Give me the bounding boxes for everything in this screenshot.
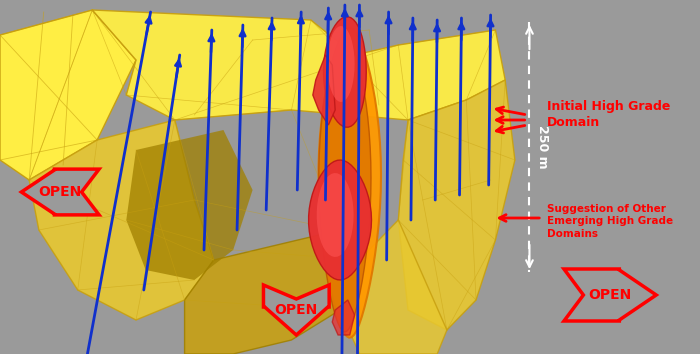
Polygon shape bbox=[340, 220, 447, 354]
Polygon shape bbox=[318, 28, 381, 338]
Polygon shape bbox=[317, 173, 354, 257]
Polygon shape bbox=[29, 120, 214, 320]
Polygon shape bbox=[92, 10, 505, 120]
Polygon shape bbox=[185, 230, 360, 354]
Polygon shape bbox=[309, 160, 372, 280]
Polygon shape bbox=[313, 55, 335, 125]
Text: OPEN: OPEN bbox=[589, 288, 631, 302]
Text: Suggestion of Other
Emerging High Grade
Domains: Suggestion of Other Emerging High Grade … bbox=[547, 204, 673, 239]
Text: OPEN: OPEN bbox=[274, 303, 318, 317]
Polygon shape bbox=[126, 130, 253, 280]
Polygon shape bbox=[398, 80, 515, 330]
Polygon shape bbox=[564, 269, 656, 321]
Polygon shape bbox=[328, 26, 355, 102]
Polygon shape bbox=[0, 10, 136, 180]
Text: 250 m: 250 m bbox=[536, 125, 550, 169]
Text: Initial High Grade
Domain: Initial High Grade Domain bbox=[547, 100, 671, 129]
Polygon shape bbox=[323, 17, 366, 127]
Polygon shape bbox=[332, 300, 355, 335]
Polygon shape bbox=[318, 36, 371, 332]
Text: OPEN: OPEN bbox=[38, 185, 82, 199]
Polygon shape bbox=[22, 169, 99, 215]
Polygon shape bbox=[263, 285, 329, 335]
